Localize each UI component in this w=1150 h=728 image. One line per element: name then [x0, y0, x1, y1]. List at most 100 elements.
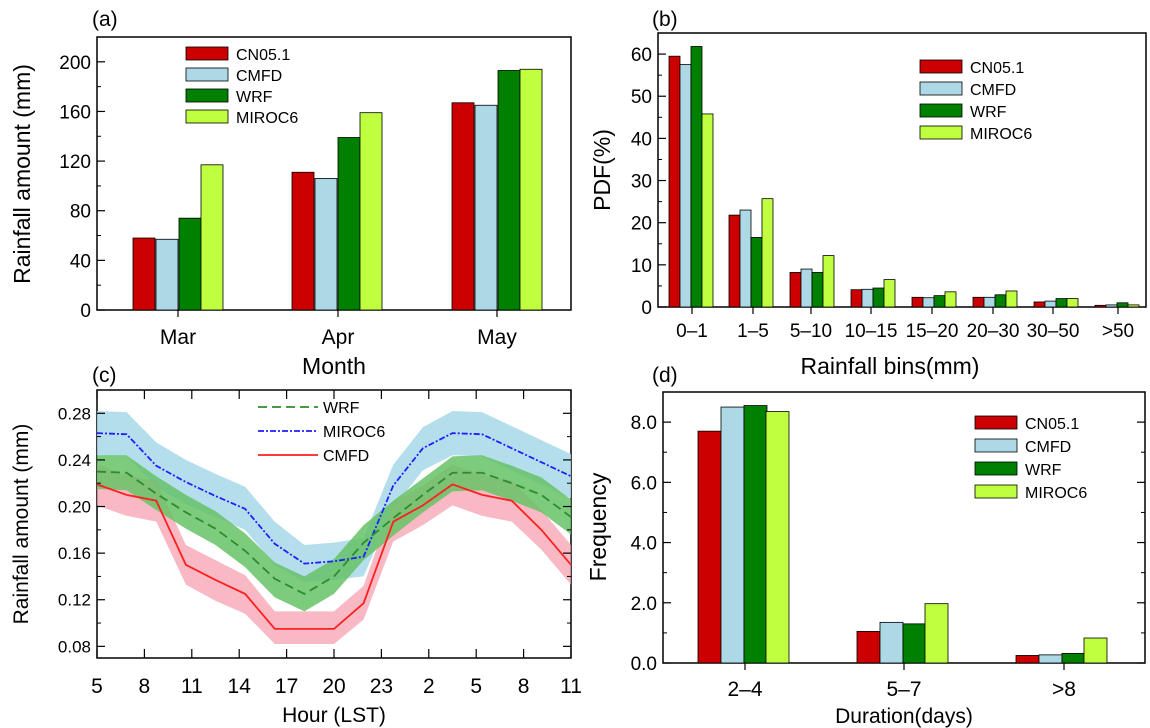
- x-axis-label-c: Hour (LST): [282, 704, 386, 727]
- bar-b-miroc6-0: [701, 113, 714, 308]
- x-tick-label-c-2: 11: [181, 675, 203, 698]
- legend-swatch-d-2: [974, 461, 1018, 476]
- band-c-cmfd: [97, 464, 571, 645]
- panel-label-a: (a): [92, 8, 118, 31]
- x-tick-label-b-0: 0–1: [676, 321, 708, 342]
- line-c-wrf: [96, 470, 572, 595]
- x-tick-label-c-0: 5: [91, 675, 103, 698]
- axes-a: 0 40 80 120 160 200 Mar Apr May: [59, 36, 517, 349]
- y-tick-label-b-0: 0: [641, 298, 652, 319]
- legend-swatch-b-0: [919, 59, 963, 74]
- bar-b-cmfd-2: [800, 268, 813, 308]
- y-axis-label-a: Rainfall amount (mm): [9, 64, 35, 284]
- bar-b-cn051-0: [668, 55, 681, 308]
- legend-swatch-a-1: [185, 67, 229, 82]
- bar-b-wrf-6: [1055, 298, 1068, 308]
- panel-b: (b) 0 10 20 30 40 50 60 0–1 1–5 5–10 10–15 15–20 20–…: [589, 8, 1147, 379]
- legend-d: CN05.1 CMFD WRF MIROC6: [974, 415, 1087, 502]
- legend-swatch-d-0: [974, 415, 1018, 430]
- bar-d-cmfd-0: [720, 406, 745, 664]
- y-tick-label-a-1: 40: [70, 251, 91, 272]
- y-tick-label-a-3: 120: [59, 152, 91, 173]
- y-tick-label-c-2: 0.16: [58, 544, 91, 563]
- bar-b-cn051-4: [911, 296, 924, 308]
- panel-a: (a) 0 40 80 120 160 200 Mar Apr May CN05.1 CMFD WR…: [9, 8, 572, 379]
- x-tick-label-b-3: 10–15: [845, 321, 898, 342]
- bar-b-miroc6-1: [761, 198, 774, 308]
- panel-label-d: (d): [652, 364, 678, 387]
- bar-b-cmfd-0: [679, 64, 692, 308]
- x-axis-label-a: Month: [302, 353, 366, 379]
- y-axis-label-c: Rainfall amount (mm): [10, 424, 33, 625]
- bar-a-cmfd-0: [155, 238, 179, 311]
- bars-a: [132, 68, 543, 311]
- bar-d-cn051-2: [1015, 655, 1040, 664]
- legend-label-c-2: CMFD: [323, 448, 369, 465]
- legend-swatch-d-3: [974, 484, 1018, 499]
- bar-b-cn051-1: [728, 214, 741, 308]
- legend-label-a-1: CMFD: [236, 68, 282, 85]
- legend-swatch-b-1: [919, 81, 963, 96]
- bar-b-wrf-1: [750, 237, 763, 308]
- bar-a-miroc6-1: [359, 112, 383, 311]
- bar-a-wrf-2: [497, 70, 521, 311]
- bar-b-miroc6-7: [1127, 304, 1140, 308]
- y-tick-label-b-5: 50: [631, 87, 652, 108]
- legend-label-b-0: CN05.1: [970, 60, 1024, 77]
- x-axis-label-b: Rainfall bins(mm): [801, 353, 980, 379]
- y-tick-label-a-5: 200: [59, 53, 91, 74]
- bar-a-cn051-0: [132, 237, 156, 311]
- x-tick-label-d-0: 2–4: [727, 678, 762, 701]
- bar-b-cn051-2: [789, 272, 802, 308]
- x-tick-label-d-1: 5–7: [886, 678, 921, 701]
- legend-label-b-1: CMFD: [970, 82, 1016, 99]
- y-tick-label-d-1: 2.0: [631, 594, 657, 615]
- y-tick-label-a-4: 160: [59, 102, 91, 123]
- y-tick-label-c-4: 0.24: [58, 451, 91, 470]
- legend-label-d-0: CN05.1: [1025, 416, 1079, 433]
- y-tick-label-a-0: 0: [80, 301, 91, 322]
- x-tick-label-c-1: 8: [139, 675, 151, 698]
- y-tick-label-c-0: 0.08: [58, 637, 91, 656]
- band-c-wrf: [97, 455, 571, 612]
- legend-swatch-d-1: [974, 438, 1018, 453]
- legend-label-a-0: CN05.1: [236, 47, 290, 64]
- bar-d-cmfd-1: [879, 621, 904, 664]
- bar-b-wrf-0: [690, 46, 703, 308]
- legend-label-c-1: MIROC6: [323, 424, 385, 441]
- panel-c: (c) 0.08 0.12 0.16 0.20 0.24 0.28 5 8 11 14 17 20 23…: [10, 364, 582, 727]
- x-tick-label-b-4: 15–20: [906, 321, 959, 342]
- bar-a-cmfd-1: [314, 178, 338, 311]
- bar-d-miroc6-2: [1083, 637, 1108, 664]
- bar-a-cmfd-2: [474, 104, 498, 311]
- legend-label-d-2: WRF: [1025, 462, 1062, 479]
- bar-a-wrf-1: [337, 137, 361, 311]
- x-tick-label-c-10: 11: [560, 675, 582, 698]
- bar-a-cn051-1: [291, 171, 315, 311]
- bars-d: [697, 405, 1108, 664]
- y-axis-label-d: Frequency: [585, 472, 611, 581]
- x-tick-label-b-6: 30–50: [1027, 321, 1080, 342]
- panel-label-c: (c): [92, 364, 117, 387]
- x-tick-label-b-2: 5–10: [790, 321, 832, 342]
- bar-b-wrf-5: [994, 294, 1007, 308]
- band-c-miroc6: [97, 410, 571, 583]
- y-tick-label-c-5: 0.28: [58, 404, 91, 423]
- x-tick-label-c-3: 14: [228, 675, 252, 698]
- bar-b-miroc6-5: [1005, 290, 1018, 308]
- x-tick-label-c-8: 5: [470, 675, 482, 698]
- y-tick-label-b-2: 20: [631, 214, 652, 235]
- bar-a-wrf-0: [178, 217, 202, 311]
- axes-b: 0 10 20 30 40 50 60 0–1 1–5 5–10 10–15 15–20 20–30 30…: [631, 32, 1134, 342]
- bar-d-miroc6-1: [924, 603, 949, 664]
- x-tick-label-c-4: 17: [275, 675, 298, 698]
- bar-d-cmfd-2: [1038, 654, 1063, 664]
- bar-b-cmfd-4: [922, 297, 935, 308]
- legend-swatch-b-3: [919, 125, 963, 140]
- x-tick-label-d-2: >8: [1052, 678, 1076, 701]
- bar-b-cn051-6: [1033, 301, 1046, 308]
- line-c-cmfd: [96, 483, 572, 630]
- bar-b-miroc6-2: [822, 255, 835, 308]
- bar-b-miroc6-4: [944, 291, 957, 308]
- y-tick-label-b-3: 30: [631, 172, 652, 193]
